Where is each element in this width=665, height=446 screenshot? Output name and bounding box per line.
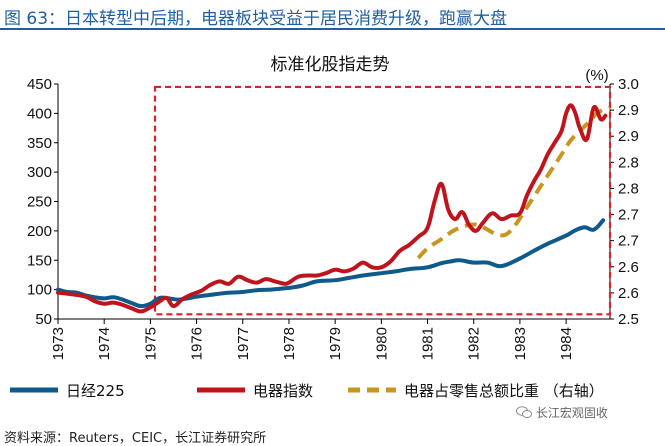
chart-axes: [57, 84, 611, 320]
right-tick-label: 2.5: [618, 311, 639, 328]
series-line-0: [56, 218, 606, 309]
x-tick-label: 1977: [235, 327, 252, 360]
right-tick-label: 2.6: [618, 259, 639, 276]
left-tick-label: 200: [27, 223, 52, 240]
x-tick-label: 1973: [50, 327, 67, 360]
figure-title: 图 63：日本转型中后期，电器板块受益于居民消费升级，跑赢大盘: [4, 9, 508, 29]
left-tick-label: 250: [27, 194, 52, 211]
x-tick-label: 1982: [466, 327, 483, 360]
wechat-icon: [516, 406, 532, 418]
right-tick-label: 2.7: [618, 233, 639, 250]
x-tick-label: 1979: [327, 327, 344, 360]
legend-label-2: 电器占零售总额比重 （右轴）: [404, 382, 604, 400]
chart-title: 标准化股指走势: [271, 55, 390, 75]
highlight-box: [153, 85, 612, 316]
left-tick-label: 50: [35, 311, 52, 328]
left-tick-label: 150: [27, 252, 52, 269]
right-tick-label: 2.9: [618, 102, 639, 119]
right-tick-label: 2.9: [618, 128, 639, 145]
legend: 日经225 电器指数 电器占零售总额比重 （右轴）: [10, 382, 604, 400]
left-axis-ticks: 50 100 150 200 250 300 350 400 450: [27, 76, 58, 328]
x-tick-label: 1980: [373, 327, 390, 360]
x-tick-label: 1975: [142, 327, 159, 360]
left-tick-label: 100: [27, 282, 52, 299]
right-tick-label: 2.7: [618, 207, 639, 224]
left-tick-label: 450: [27, 76, 52, 93]
x-tick-label: 1974: [96, 327, 113, 360]
x-tick-label: 1981: [420, 327, 437, 360]
right-tick-label: 2.6: [618, 285, 639, 302]
series-lines: [56, 103, 611, 314]
x-tick-label: 1976: [189, 327, 206, 360]
right-tick-label: 2.8: [618, 154, 639, 171]
figure-header: 图 63：日本转型中后期，电器板块受益于居民消费升级，跑赢大盘: [0, 0, 665, 30]
line-chart: 标准化股指走势 (%) 50 100 150 200 250 300 350 400 450 2…: [10, 55, 639, 400]
right-axis-ticks: 2.5 2.6 2.6 2.7 2.7 2.8 2.8 2.9 2.9 3.0: [610, 76, 639, 328]
legend-label-0: 日经225: [66, 382, 125, 400]
x-tick-label: 1984: [558, 327, 575, 360]
source-note: 资料来源：Reuters，CEIC，长江证券研究所: [4, 431, 267, 446]
highlight-rect: [153, 85, 612, 316]
right-tick-label: 2.8: [618, 180, 639, 197]
x-axis-ticks: 1973 1974 1975 1976 1977 1978 1979 1980 1981 1982…: [50, 319, 575, 360]
left-tick-label: 300: [27, 164, 52, 181]
right-tick-label: 3.0: [618, 76, 639, 93]
left-tick-label: 350: [27, 135, 52, 152]
left-tick-label: 400: [27, 105, 52, 122]
watermark-text: 长江宏观固收: [535, 406, 608, 420]
x-tick-label: 1978: [281, 327, 298, 360]
legend-label-1: 电器指数: [253, 382, 313, 400]
right-axis-unit: (%): [585, 67, 608, 84]
series-line-1: [56, 103, 608, 314]
series-line-2: [416, 105, 611, 260]
watermark: 长江宏观固收: [516, 404, 608, 421]
x-tick-label: 1983: [512, 327, 529, 360]
